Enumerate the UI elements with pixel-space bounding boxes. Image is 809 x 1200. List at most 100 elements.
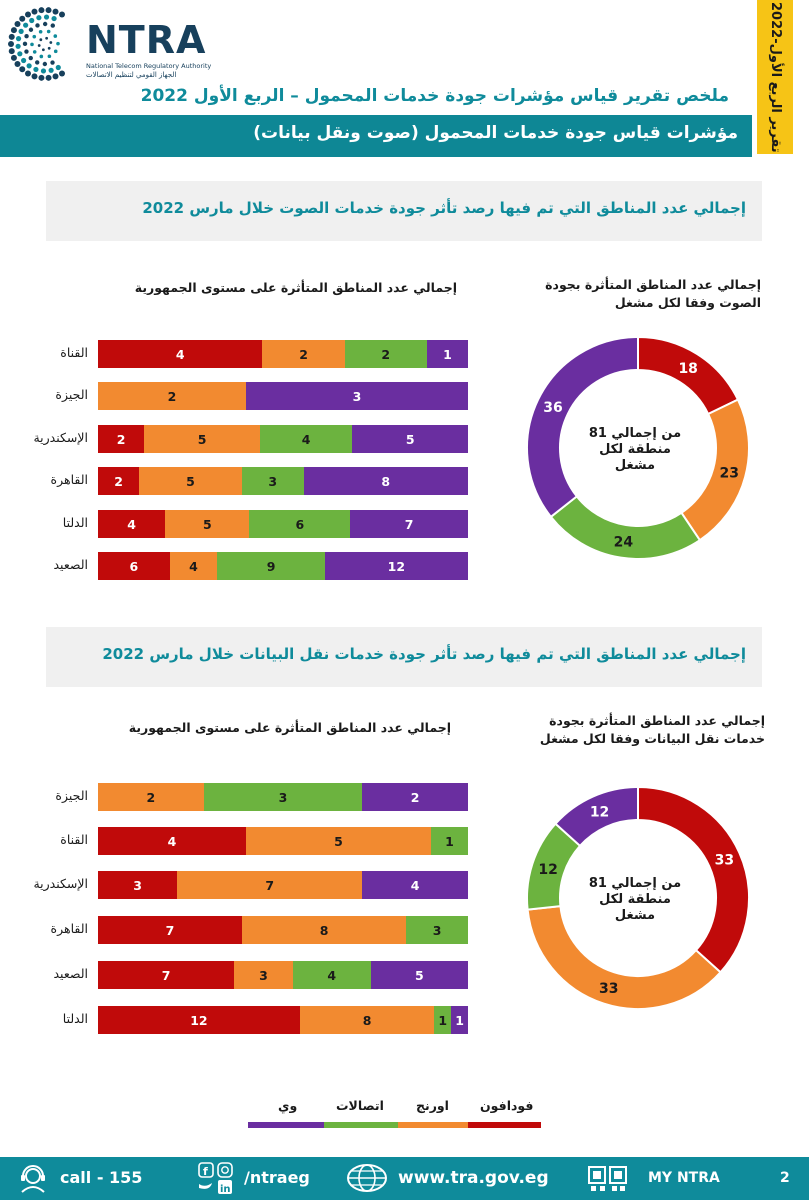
- logo-dot: [31, 8, 38, 15]
- logo-dot: [59, 70, 65, 77]
- header-bar: مؤشرات قياس جودة خدمات المحمول (صوت ونقل…: [0, 115, 752, 157]
- logo-dot: [35, 23, 40, 28]
- logo-dot: [42, 21, 48, 27]
- logo-dot: [46, 29, 51, 34]
- data-region-label: القناة: [60, 832, 88, 847]
- voice-donut-label-vodafone: 18: [678, 361, 697, 377]
- logo-dot: [15, 36, 22, 42]
- logo-dot: [49, 41, 53, 44]
- data-donut-slice-vodafone: [637, 785, 750, 974]
- voice-bar-segment-vodafone: 2: [98, 467, 140, 495]
- svg-text:in: in: [220, 1184, 231, 1195]
- data-donut-label-we: 12: [590, 805, 609, 821]
- voice-bar-segment-orange: 4: [169, 552, 218, 580]
- app-name[interactable]: MY NTRA: [648, 1170, 720, 1186]
- data-bar-segment-vodafone: 12: [98, 1006, 300, 1034]
- logo-dot: [37, 44, 41, 47]
- data-bar-segment-we: 4: [362, 871, 468, 899]
- logo-dot: [38, 29, 43, 34]
- legend-swatch-etisalat: [324, 1122, 398, 1128]
- ntra-logo: NTRA National Telecom Regulatory Authori…: [8, 6, 218, 86]
- legend-swatch-we: [248, 1122, 324, 1128]
- logo-dot: [41, 48, 45, 52]
- voice-bar-segment-etisalat: 6: [249, 510, 351, 538]
- data-bar-segment-we: 1: [451, 1006, 468, 1034]
- logo-dot: [30, 42, 34, 47]
- data-region-label: الدلتا: [62, 1011, 88, 1026]
- page-number: 2: [780, 1170, 790, 1186]
- logo-subtitle-ar: الجهاز القومي لتنظيم الاتصالات: [86, 71, 177, 79]
- logo-dot: [32, 50, 37, 54]
- voice-bar-segment-we: 12: [324, 552, 468, 580]
- data-donut-slice-orange: [526, 905, 722, 1010]
- logo-dot: [25, 11, 31, 18]
- logo-dot: [25, 70, 31, 77]
- logo-dot: [14, 60, 21, 67]
- social-media-icons[interactable]: f in: [198, 1162, 238, 1196]
- report-title: ملخص تقرير قياس مؤشرات جودة خدمات المحمو…: [140, 86, 729, 106]
- logo-dot: [14, 21, 21, 28]
- logo-dot: [51, 15, 57, 22]
- data-bar-segment-etisalat: 1: [434, 1006, 452, 1034]
- voice-bar-segment-orange: 5: [144, 425, 260, 453]
- voice-bar-segment-etisalat: 4: [259, 425, 353, 453]
- logo-dot: [36, 15, 42, 21]
- data-bar-segment-orange: 8: [241, 916, 407, 944]
- voice-bar-segment-we: 8: [303, 467, 468, 495]
- voice-donut-label-orange: 23: [719, 466, 738, 482]
- data-bar-segment-orange: 3: [234, 961, 293, 989]
- call-number[interactable]: call - 155: [60, 1168, 143, 1187]
- logo-dot: [31, 73, 38, 80]
- qr-code-icon[interactable]: [588, 1166, 628, 1192]
- logo-dot: [15, 43, 21, 49]
- voice-donut-center-line3: مشغل: [614, 458, 656, 473]
- logo-dot: [50, 60, 55, 65]
- logo-dot: [39, 54, 44, 59]
- logo-dot: [21, 57, 27, 64]
- logo-dot: [45, 36, 49, 40]
- logo-dot: [40, 68, 47, 74]
- logo-dot: [18, 28, 24, 34]
- logo-dot: [17, 51, 23, 57]
- voice-bar-segment-we: 5: [352, 425, 468, 453]
- data-bar-segment-etisalat: 3: [406, 916, 468, 944]
- side-tab-label: تقرير الربع الأول-2022: [768, 1, 783, 153]
- data-bar-segment-orange: 8: [299, 1006, 435, 1034]
- legend-label-we: وي: [278, 1098, 298, 1113]
- voice-region-label: الدلتا: [62, 515, 88, 530]
- logo-dot: [8, 41, 14, 47]
- voice-bar-segment-we: 1: [426, 340, 468, 368]
- data-section-header: إجمالي عدد المناطق التي تم فيها رصد تأثر…: [46, 627, 762, 687]
- voice-bar-row: 6 4 9 12: [98, 552, 468, 580]
- logo-dot: [53, 34, 58, 38]
- voice-donut-center: من إجمالي 81 منطقة لكل مشغل: [580, 426, 690, 474]
- voice-region-label: الجيزة: [55, 387, 88, 402]
- legend-label-etisalat: اتصالات: [336, 1098, 384, 1113]
- voice-region-label: الصعيد: [53, 557, 89, 572]
- voice-region-label: الإسكندرية: [33, 430, 88, 445]
- logo-dot: [47, 46, 51, 50]
- logo-subtitle-en: National Telecom Regulatory Authority: [86, 62, 212, 70]
- voice-bar-segment-orange: 2: [98, 382, 246, 410]
- logo-dot: [10, 54, 17, 61]
- social-handle[interactable]: /ntraeg: [244, 1168, 310, 1187]
- data-donut-center: من إجمالي 81 منطقة لكل مشغل: [580, 876, 690, 924]
- voice-bar-segment-orange: 5: [139, 467, 242, 495]
- logo-dot: [55, 64, 61, 71]
- legend-swatch-orange: [398, 1122, 468, 1128]
- website-link[interactable]: www.tra.gov.eg: [398, 1168, 549, 1188]
- logo-dot: [45, 7, 52, 14]
- logo-dot: [52, 8, 59, 15]
- logo-dot: [28, 27, 34, 32]
- logo-dot: [33, 66, 39, 73]
- logo-dot: [29, 17, 35, 24]
- data-bar-segment-etisalat: 3: [203, 783, 363, 811]
